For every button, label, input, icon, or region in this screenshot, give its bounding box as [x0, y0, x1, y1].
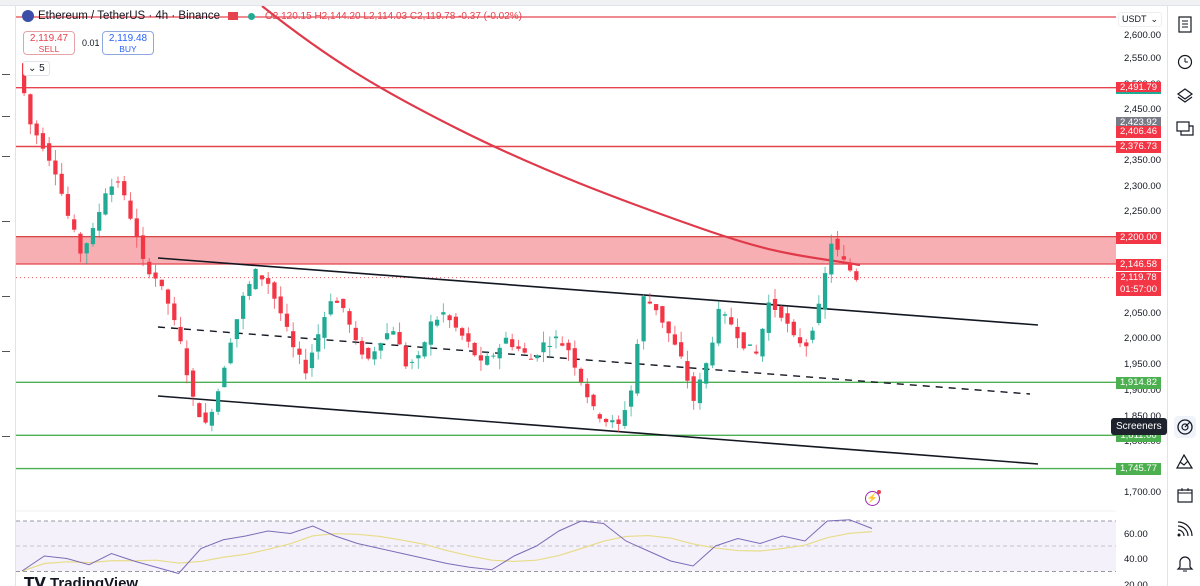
sell-label: SELL — [38, 44, 60, 54]
channel-mid-trendline — [157, 326, 1031, 395]
chevron-down-icon: ⌄ — [28, 63, 40, 74]
tool-icon[interactable] — [2, 436, 10, 437]
axis-label: 1,900.00 — [1124, 385, 1161, 396]
rsi-axis-label: 20.00 — [1124, 580, 1148, 586]
more-icon[interactable] — [1174, 578, 1196, 586]
tool-icon[interactable] — [2, 116, 10, 117]
price-tag: 1,745.77 — [1116, 463, 1161, 475]
moving-average-line — [261, 6, 861, 267]
tool-icon[interactable] — [2, 351, 10, 352]
alarm-clock-icon[interactable] — [1174, 50, 1196, 72]
price-tag: 2,406.46 — [1116, 126, 1161, 138]
axis-label: 2,350.00 — [1124, 155, 1161, 166]
lightning-icon[interactable]: ⚡ — [865, 490, 881, 506]
axis-label: 1,850.00 — [1124, 411, 1161, 422]
axis-label: 2,600.00 — [1124, 30, 1161, 41]
currency-selector[interactable]: USDT ⌄ — [1118, 12, 1162, 27]
screeners-icon[interactable] — [1174, 416, 1196, 438]
rsi-line — [21, 519, 873, 575]
top-bar — [0, 0, 1200, 6]
calendar-icon[interactable] — [1174, 484, 1196, 506]
right-toolbar[interactable] — [1167, 6, 1200, 586]
price-chart[interactable] — [16, 6, 1116, 586]
chat-icon[interactable] — [1174, 118, 1196, 140]
currency-label: USDT — [1122, 14, 1147, 24]
rsi-axis-label: 60.00 — [1124, 529, 1148, 540]
channel-bottom-trendline — [157, 395, 1039, 465]
left-drawing-toolbar[interactable] — [0, 6, 16, 586]
axis-label: 2,300.00 — [1124, 181, 1161, 192]
flag-icon[interactable] — [227, 12, 238, 20]
tool-icon[interactable] — [2, 74, 10, 75]
mountain-chart-icon[interactable] — [1174, 450, 1196, 472]
price-tag: 2,200.00 — [1116, 232, 1161, 244]
rsi-ma-line — [21, 531, 873, 572]
axis-label: 2,450.00 — [1124, 104, 1161, 115]
current-price-tag: 2,119.78 — [1116, 272, 1161, 284]
ohlc-values: O2,120.15 H2,144.20 L2,114.03 C2,119.78 … — [264, 10, 522, 22]
tool-icon[interactable] — [2, 156, 10, 157]
axis-label: 2,000.00 — [1124, 333, 1161, 344]
tv-icon: 𝗧𝗩 — [24, 575, 51, 586]
sell-price: 2,119.47 — [29, 33, 69, 44]
indicator-count: 5 — [39, 63, 45, 74]
tool-icon[interactable] — [2, 221, 10, 222]
price-tag: 2,146.58 — [1116, 259, 1161, 271]
candlesticks — [22, 61, 859, 433]
axis-label: 2,550.00 — [1124, 53, 1161, 64]
ethereum-icon — [22, 10, 34, 22]
tool-icon[interactable] — [2, 296, 10, 297]
symbol-title[interactable]: Ethereum / TetherUS · 4h · Binance — [38, 10, 220, 22]
spread-value: 0.01 — [82, 38, 100, 48]
price-tag: 2,491.79 — [1116, 82, 1161, 94]
indicators-collapse-button[interactable]: ⌄ 5 — [23, 61, 50, 76]
rsi-axis-label: 40.00 — [1124, 554, 1148, 565]
axis-label: 2,250.00 — [1124, 206, 1161, 217]
axis-label: 2,050.00 — [1124, 308, 1161, 319]
sell-button[interactable]: 2,119.47 SELL — [23, 31, 75, 55]
price-tag: 1,914.82 — [1116, 377, 1161, 389]
axis-label: 1,700.00 — [1124, 487, 1161, 498]
price-axis[interactable]: 2,600.00 2,550.00 2,500.00 2,450.00 2,35… — [1116, 6, 1167, 586]
channel-top-trendline — [157, 257, 1039, 326]
buy-label: BUY — [119, 44, 137, 54]
bell-icon[interactable] — [1174, 552, 1196, 574]
axis-label: 1,950.00 — [1124, 359, 1161, 370]
market-open-icon — [247, 12, 255, 20]
screeners-tooltip: Screeners — [1111, 418, 1167, 435]
tradingview-logo: 𝗧𝗩 TradingView — [24, 574, 138, 586]
price-tag: 2,376.73 — [1116, 141, 1161, 153]
symbol-legend[interactable]: Ethereum / TetherUS · 4h · Binance O2,12… — [22, 10, 522, 22]
broadcast-icon[interactable] — [1174, 518, 1196, 540]
countdown-tag: 01:57:00 — [1116, 284, 1161, 296]
buy-price: 2,119.48 — [108, 33, 148, 44]
chevron-down-icon: ⌄ — [1150, 14, 1158, 24]
resistance-zone — [16, 236, 1116, 264]
buy-button[interactable]: 2,119.48 BUY — [102, 31, 154, 55]
layers-icon[interactable] — [1174, 84, 1196, 106]
watchlist-icon[interactable] — [1174, 14, 1196, 36]
